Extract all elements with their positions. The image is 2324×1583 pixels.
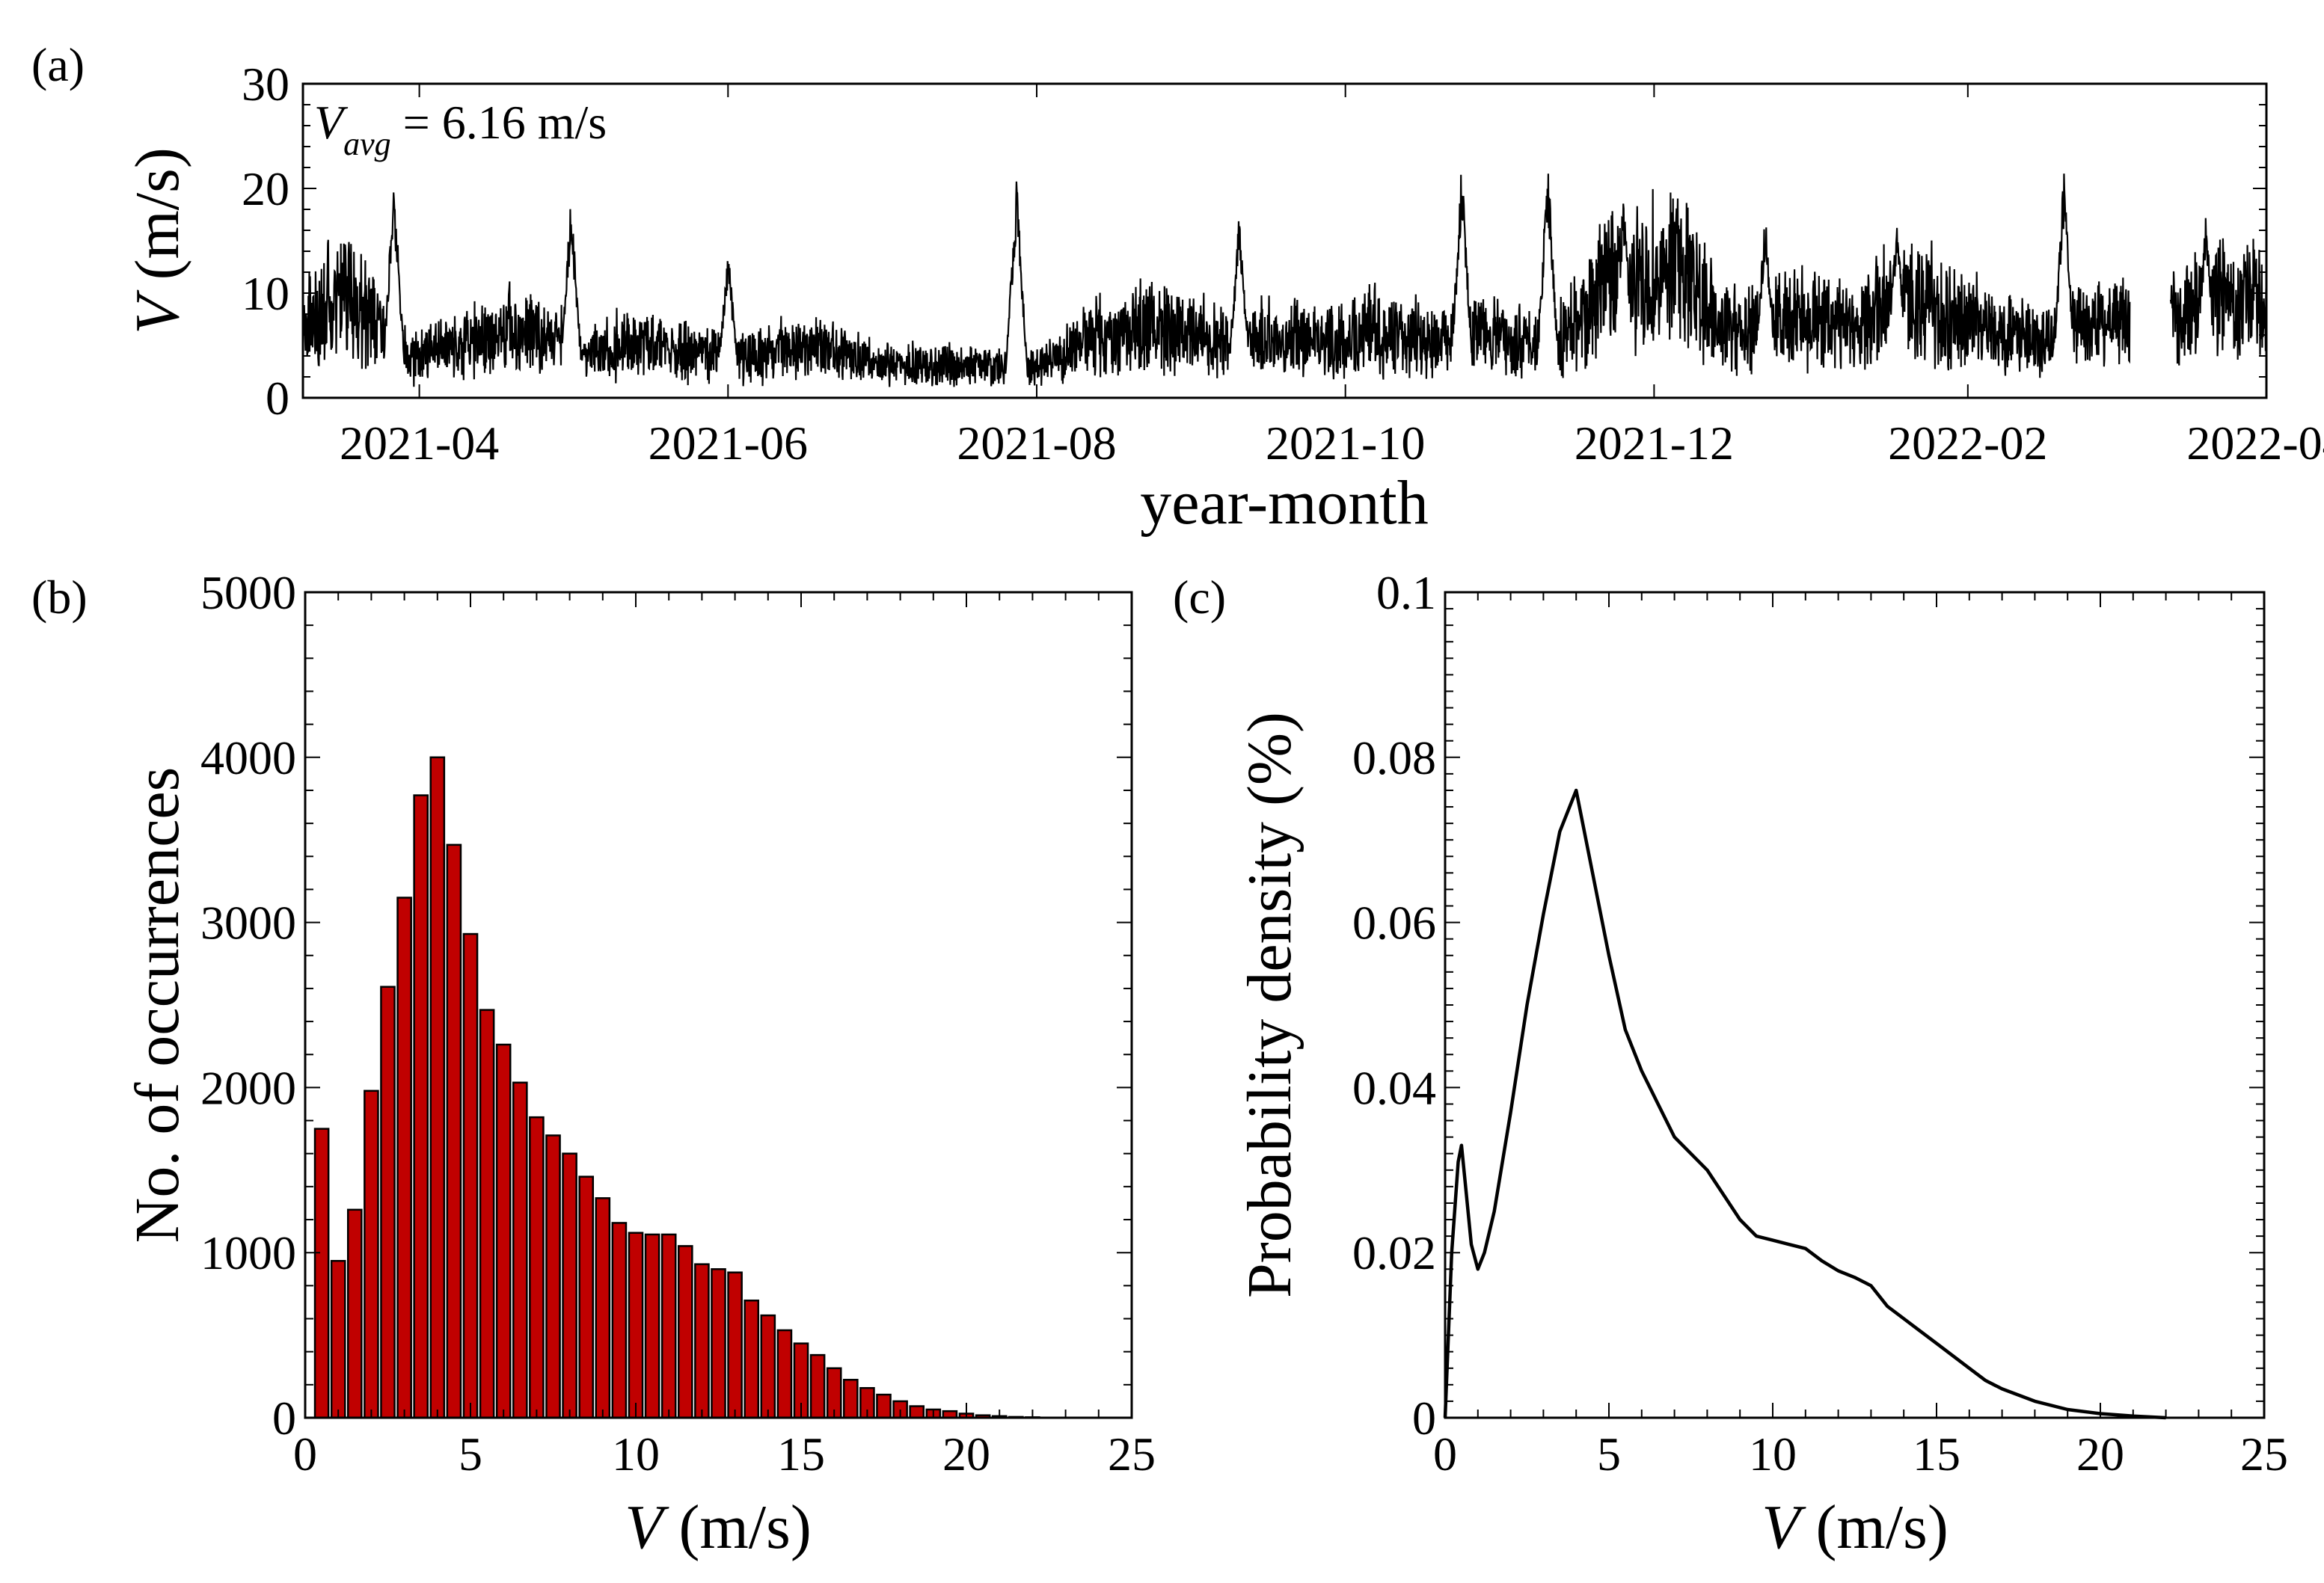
y-tick-label: 0.08	[1352, 731, 1436, 784]
y-tick-label: 0.04	[1352, 1061, 1436, 1114]
x-tick-label: 2021-04	[340, 417, 499, 470]
x-tick-label: 25	[2240, 1427, 2288, 1481]
x-tick-label: 2021-10	[1266, 417, 1425, 470]
x-tick-label: 20	[942, 1427, 990, 1481]
x-tick-label: 15	[777, 1427, 825, 1481]
histogram-bar	[711, 1268, 726, 1419]
panel-b-xlabel-unit: (m/s)	[663, 1493, 812, 1562]
histogram-bar	[727, 1271, 743, 1419]
histogram-bar	[364, 1089, 379, 1419]
x-tick-label: 5	[1597, 1427, 1621, 1481]
x-tick-label: 2022-02	[1888, 417, 2047, 470]
histogram-bar	[545, 1134, 561, 1419]
panel-b-label: (b)	[31, 571, 88, 624]
histogram-bar	[495, 1043, 512, 1419]
panel-c-xlabel-unit: (m/s)	[1800, 1493, 1949, 1562]
y-tick-label: 0.1	[1376, 566, 1436, 619]
x-tick-label: 0	[1433, 1427, 1457, 1481]
histogram-bar	[744, 1299, 760, 1419]
histogram-bar	[380, 986, 396, 1419]
x-tick-label: 2021-06	[649, 417, 808, 470]
annotation-subscript: avg	[343, 126, 391, 162]
y-tick-label: 0	[266, 372, 289, 425]
y-tick-label: 30	[242, 58, 289, 111]
histogram-bar	[776, 1329, 793, 1419]
y-tick-label: 0.02	[1352, 1226, 1436, 1279]
panel-b-xlabel-var: V	[625, 1493, 669, 1562]
histogram-bar	[660, 1233, 677, 1419]
histogram-bar	[809, 1353, 826, 1419]
panel-c-xlabel-var: V	[1762, 1493, 1806, 1562]
x-tick-label: 15	[1913, 1427, 1960, 1481]
histogram-bar	[562, 1152, 577, 1419]
y-tick-label: 1000	[200, 1226, 296, 1279]
y-tick-label: 0	[1412, 1392, 1436, 1445]
x-tick-label: 0	[293, 1427, 317, 1481]
x-tick-label: 2021-08	[957, 417, 1116, 470]
panel-c-probability-density: (c) 0 5 10 15 20 25 0 0.02 0.04 0.06 0.08 0.1 Proba…	[1173, 566, 2288, 1562]
panel-a-frame	[301, 82, 2268, 399]
x-tick-label: 5	[459, 1427, 482, 1481]
x-tick-label: 25	[1108, 1427, 1156, 1481]
histogram-bar	[413, 794, 429, 1419]
histogram-bar	[462, 932, 479, 1419]
histogram-bar	[644, 1233, 660, 1419]
y-tick-label: 10	[242, 267, 289, 320]
histogram-bar	[611, 1222, 628, 1419]
panel-a-ylabel-unit: (m/s)	[123, 147, 192, 295]
histogram-bar	[479, 1009, 495, 1419]
panel-a-ylabel-var: V	[123, 289, 192, 334]
annotation-text: = 6.16 m/s	[391, 96, 607, 149]
panel-a-time-series: (a) 0 10 20 30 2021-04 2021-06 2021-08 2021-10 2…	[31, 38, 2324, 538]
panel-b-frame	[304, 591, 1133, 1419]
panel-b-y-axis-title: No. of occurrences	[123, 767, 192, 1244]
x-tick-label: 20	[2076, 1427, 2124, 1481]
panel-c-y-axis-title: Probability density (%)	[1235, 712, 1304, 1298]
y-tick-label: 0.06	[1352, 897, 1436, 950]
histogram-bar	[876, 1393, 892, 1419]
panel-b-histogram: (b) 0 5 10 15 20 25 0 1000 2000 3000 4000 5000 No. …	[31, 566, 1156, 1562]
histogram-bar	[512, 1081, 528, 1419]
panel-c-frame	[1444, 591, 2266, 1419]
panel-a-x-axis-title: year-month	[1140, 468, 1429, 538]
panel-a-mean-annotation: Vavg = 6.16 m/s	[314, 96, 607, 162]
histogram-bar	[694, 1263, 710, 1419]
annotation-var: V	[314, 96, 349, 149]
histogram-bar	[446, 843, 462, 1419]
histogram-bar	[346, 1208, 363, 1419]
x-tick-label: 10	[1749, 1427, 1797, 1481]
y-tick-label: 2000	[200, 1061, 296, 1114]
histogram-bar	[677, 1245, 693, 1419]
x-tick-label: 2021-12	[1575, 417, 1734, 470]
panel-c-label: (c)	[1173, 571, 1226, 624]
panel-a-label: (a)	[31, 38, 85, 91]
wind-speed-series	[301, 173, 2268, 387]
histogram-bar	[529, 1116, 545, 1419]
panel-b-x-axis-title: V (m/s)	[625, 1493, 812, 1562]
histogram-bar	[578, 1175, 595, 1419]
pdf-curve	[1443, 788, 2166, 1420]
y-tick-label: 0	[272, 1392, 296, 1445]
histogram-bar	[628, 1232, 644, 1419]
y-tick-label: 4000	[200, 731, 296, 784]
histogram-bar	[760, 1314, 776, 1419]
histogram-bar	[396, 897, 412, 1419]
y-tick-label: 20	[242, 162, 289, 215]
y-tick-label: 5000	[200, 566, 296, 619]
histogram-bar	[429, 756, 446, 1419]
histogram-bar	[330, 1259, 346, 1419]
histogram-bar	[595, 1197, 611, 1419]
histogram-bar	[909, 1405, 925, 1419]
x-tick-label: 10	[612, 1427, 660, 1481]
histogram-bar	[313, 1128, 330, 1419]
panel-c-x-axis-title: V (m/s)	[1762, 1493, 1949, 1562]
panel-a-y-axis-title: V (m/s)	[123, 147, 192, 334]
histogram-bar	[842, 1378, 859, 1419]
y-tick-label: 3000	[200, 897, 296, 950]
x-tick-label: 2022-04	[2186, 417, 2324, 470]
